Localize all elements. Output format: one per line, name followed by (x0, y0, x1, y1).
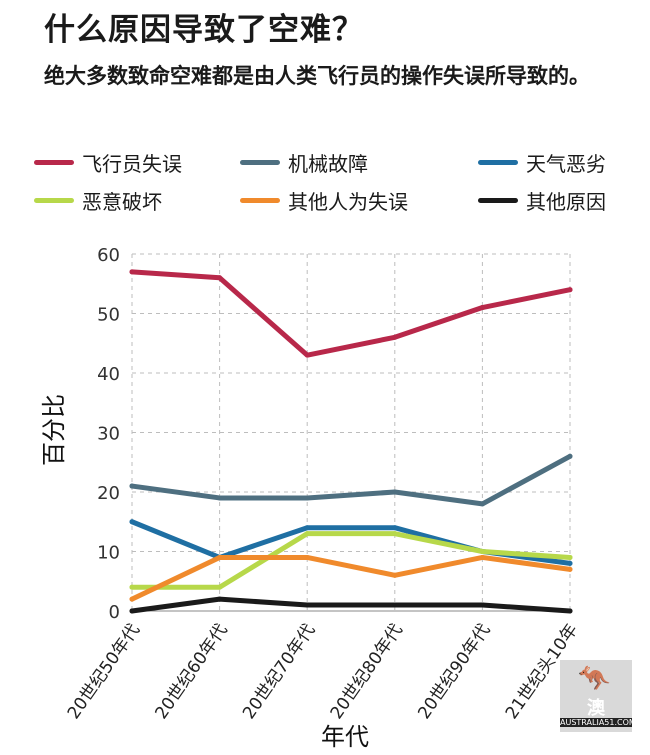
legend-swatch (34, 160, 74, 165)
data-point (129, 269, 135, 275)
data-point (217, 554, 223, 560)
data-point (304, 531, 310, 537)
x-tick-label: 20世纪70年代 (239, 620, 319, 723)
legend-item: 其他原因 (478, 186, 606, 215)
legend-item: 机械故障 (240, 148, 368, 177)
data-point (304, 554, 310, 560)
series-line (129, 269, 573, 358)
legend-label: 机械故障 (288, 152, 368, 176)
data-point (129, 596, 135, 602)
data-point (217, 596, 223, 602)
legend-item: 飞行员失误 (34, 148, 182, 177)
data-point (129, 483, 135, 489)
chart-subtitle: 绝大多数致命空难都是由人类飞行员的操作失误所导致的。 (44, 64, 590, 88)
legend-item: 其他人为失误 (240, 186, 408, 215)
x-tick-label: 20世纪90年代 (414, 620, 494, 723)
watermark-main: 澳 (587, 698, 605, 719)
data-point (567, 566, 573, 572)
data-point (392, 525, 398, 531)
y-tick-label: 0 (109, 602, 120, 623)
data-point (217, 584, 223, 590)
x-tick-label: 20世纪80年代 (327, 620, 407, 723)
legend-swatch (478, 198, 518, 203)
data-point (479, 501, 485, 507)
legend-swatch (240, 198, 280, 203)
data-point (392, 572, 398, 578)
data-point (129, 608, 135, 614)
legend-item: 恶意破坏 (34, 186, 162, 215)
data-point (129, 584, 135, 590)
data-point (392, 531, 398, 537)
legend-label: 飞行员失误 (82, 152, 182, 176)
legend-label: 其他人为失误 (288, 190, 408, 214)
y-tick-label: 30 (97, 424, 120, 445)
legend-label: 天气恶劣 (526, 152, 606, 176)
data-point (392, 489, 398, 495)
data-point (479, 549, 485, 554)
legend-item: 天气恶劣 (478, 148, 606, 177)
data-point (129, 519, 135, 525)
y-tick-label: 50 (97, 305, 120, 326)
x-tick-label: 20世纪50年代 (64, 620, 144, 723)
data-point (567, 287, 573, 293)
data-point (217, 275, 223, 281)
watermark-logo: 🦘 澳 AUSTRALIA51.COM (560, 660, 636, 732)
legend-label: 其他原因 (526, 190, 606, 214)
data-point (479, 602, 485, 608)
x-axis-title: 年代 (321, 723, 369, 751)
y-tick-label: 20 (97, 483, 120, 504)
legend-swatch (478, 160, 518, 165)
data-point (392, 602, 398, 608)
chart-title: 什么原因导致了空难？ (44, 12, 364, 48)
data-point (304, 352, 310, 358)
legend-swatch (240, 160, 280, 165)
y-tick-label: 10 (97, 543, 120, 564)
series-line (129, 554, 573, 602)
y-axis-title: 百分比 (40, 394, 68, 466)
data-point (392, 334, 398, 340)
data-point (304, 495, 310, 501)
data-point (567, 608, 573, 614)
kangaroo-icon: 🦘 (578, 664, 611, 694)
data-point (479, 554, 485, 560)
data-point (304, 602, 310, 608)
watermark-sub: AUSTRALIA51.COM (560, 718, 636, 727)
legend-swatch (34, 198, 74, 203)
data-point (217, 495, 223, 501)
y-tick-label: 40 (97, 364, 120, 385)
series-line (129, 519, 573, 566)
legend-label: 恶意破坏 (82, 190, 162, 214)
series-line (129, 596, 573, 614)
data-point (567, 560, 573, 566)
data-point (304, 525, 310, 531)
data-point (567, 554, 573, 560)
series-line (129, 531, 573, 590)
series-line (129, 453, 573, 507)
x-tick-label: 20世纪60年代 (151, 620, 231, 723)
data-point (479, 305, 485, 311)
data-point (567, 453, 573, 459)
y-tick-label: 60 (97, 245, 120, 266)
